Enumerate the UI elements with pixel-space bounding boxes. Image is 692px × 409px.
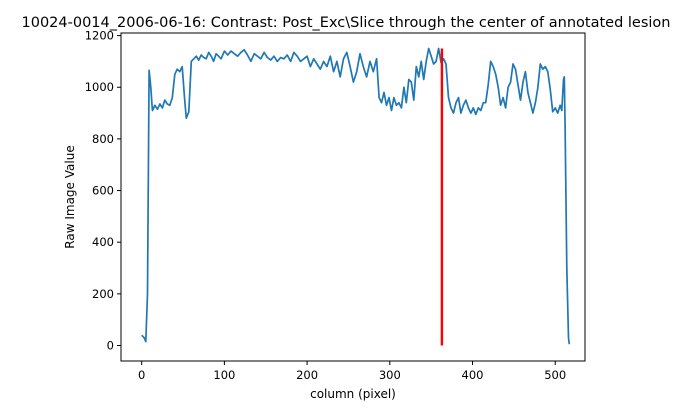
x-axis-label: column (pixel) <box>310 387 396 401</box>
y-tick-label: 1000 <box>85 80 114 94</box>
chart-title: 10024-0014_2006-06-16: Contrast: Post_Ex… <box>22 15 671 31</box>
x-tick-label: 200 <box>296 368 318 382</box>
y-tick-label: 200 <box>92 287 114 301</box>
y-axis-label: Raw Image Value <box>63 145 77 248</box>
plot-frame <box>120 32 586 362</box>
y-tick-label: 400 <box>92 235 114 249</box>
intensity-profile-line <box>141 47 571 345</box>
y-tick-label: 1200 <box>85 29 114 43</box>
x-tick-label: 100 <box>213 368 235 382</box>
y-tick-label: 0 <box>107 339 114 353</box>
x-tick-label: 500 <box>544 368 566 382</box>
x-tick-label: 400 <box>462 368 484 382</box>
y-tick-label: 800 <box>92 132 114 146</box>
y-tick-label: 600 <box>92 184 114 198</box>
x-tick-label: 300 <box>379 368 401 382</box>
x-tick-label: 0 <box>138 368 145 382</box>
